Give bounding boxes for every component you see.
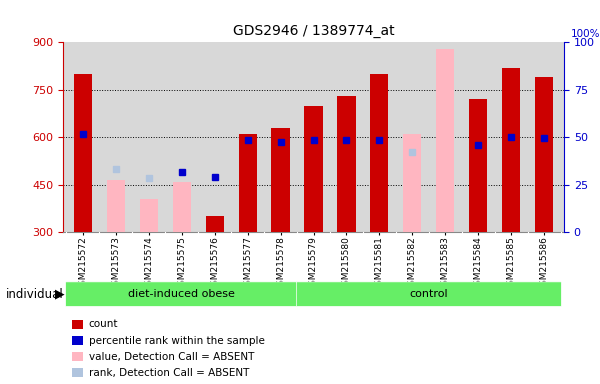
FancyBboxPatch shape: [65, 282, 298, 306]
Bar: [74, 74, 92, 232]
Bar: [469, 99, 487, 232]
Bar: [140, 199, 158, 232]
Bar: [173, 182, 191, 232]
Text: count: count: [89, 319, 118, 329]
Text: individual: individual: [6, 288, 64, 301]
Bar: [436, 49, 454, 232]
Bar: [239, 134, 257, 232]
FancyBboxPatch shape: [296, 282, 562, 306]
Title: GDS2946 / 1389774_at: GDS2946 / 1389774_at: [233, 25, 394, 38]
Text: 100%: 100%: [571, 30, 600, 40]
Text: diet-induced obese: diet-induced obese: [128, 289, 235, 299]
Text: ▶: ▶: [55, 288, 65, 301]
Bar: [403, 134, 421, 232]
Text: value, Detection Call = ABSENT: value, Detection Call = ABSENT: [89, 352, 254, 362]
Bar: [535, 77, 553, 232]
Bar: [337, 96, 356, 232]
Text: percentile rank within the sample: percentile rank within the sample: [89, 336, 265, 346]
Text: rank, Detection Call = ABSENT: rank, Detection Call = ABSENT: [89, 368, 249, 378]
Bar: [304, 106, 323, 232]
Text: control: control: [410, 289, 448, 299]
Bar: [107, 180, 125, 232]
Bar: [271, 128, 290, 232]
Bar: [502, 68, 520, 232]
Bar: [370, 74, 388, 232]
Bar: [206, 217, 224, 232]
